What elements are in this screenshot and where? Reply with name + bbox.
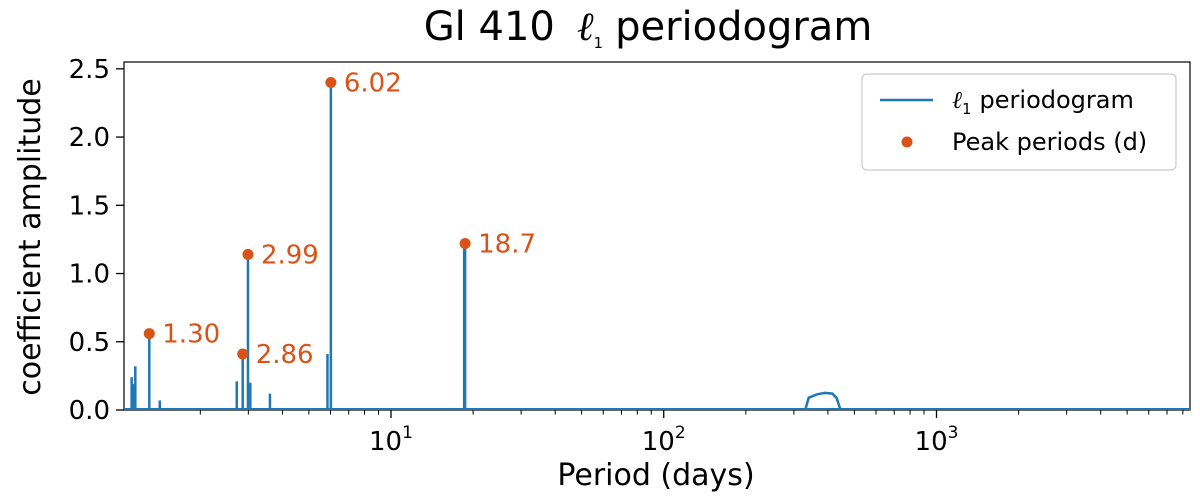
y-tick-label: 0.0 xyxy=(69,396,110,426)
legend: ℓ1 periodogram Peak periods (d) xyxy=(861,73,1177,171)
x-tick-label: 103 xyxy=(915,423,959,457)
peak-marker xyxy=(459,238,471,250)
x-tick-label: 102 xyxy=(642,423,686,457)
y-axis-ticks: 0.0 0.5 1.0 1.5 2.0 2.5 xyxy=(69,55,124,426)
peak-marker xyxy=(143,328,155,340)
chart-title-subscript: 1 xyxy=(594,34,604,52)
y-tick-label: 1.5 xyxy=(69,191,110,221)
y-tick-label: 2.5 xyxy=(69,55,110,85)
periodogram-spikes xyxy=(124,82,1190,411)
x-axis-ticks: 101 102 103 xyxy=(199,410,1184,457)
chart-title-prefix: Gl 410 xyxy=(424,4,555,50)
legend-ell: ℓ xyxy=(952,86,962,114)
peak-label: 6.02 xyxy=(344,68,402,98)
chart-title-suffix: periodogram xyxy=(615,4,872,50)
periodogram-hump xyxy=(803,391,842,411)
y-axis-label: coefficient amplitude xyxy=(13,78,48,396)
x-tick-label: 101 xyxy=(369,423,413,457)
peak-marker xyxy=(237,348,249,360)
legend-box xyxy=(861,73,1177,171)
peak-marker xyxy=(242,248,254,260)
peak-markers: 1.30 2.86 2.99 6.02 18.7 xyxy=(143,68,536,370)
chart-title: Gl 410 ℓ1 periodogram xyxy=(424,4,873,52)
peak-marker xyxy=(325,76,337,88)
y-tick-label: 2.0 xyxy=(69,123,110,153)
chart-title-ell: ℓ xyxy=(577,4,594,50)
y-tick-label: 1.0 xyxy=(69,260,110,290)
peak-label: 2.86 xyxy=(256,340,314,370)
peak-label: 1.30 xyxy=(162,320,220,350)
y-tick-label: 0.5 xyxy=(69,328,110,358)
legend-marker-swatch xyxy=(901,136,913,148)
legend-periodogram-text: periodogram xyxy=(980,86,1134,114)
peak-label: 18.7 xyxy=(478,230,536,260)
peak-label: 2.99 xyxy=(261,240,319,270)
legend-subscript: 1 xyxy=(962,100,972,118)
x-axis-label: Period (days) xyxy=(557,458,754,493)
legend-entry-peaks: Peak periods (d) xyxy=(952,128,1147,156)
plot-area: 1.30 2.86 2.99 6.02 18.7 xyxy=(123,61,1191,411)
legend-entry-periodogram: ℓ1 periodogram xyxy=(952,86,1134,118)
